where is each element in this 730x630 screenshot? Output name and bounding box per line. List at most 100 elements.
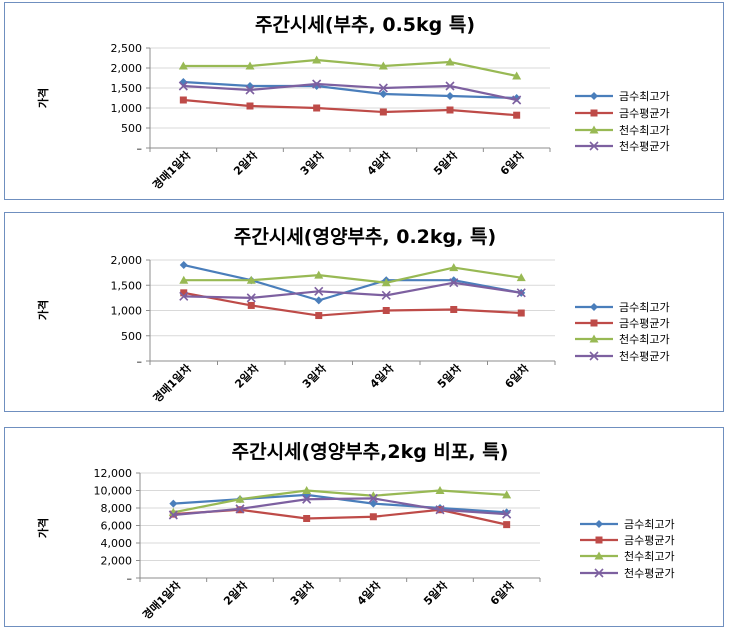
y-tick-label: 6,000: [101, 520, 133, 533]
x-tick-label: 4일차: [354, 578, 384, 608]
data-point: [379, 90, 388, 98]
legend-label: 금수평균가: [619, 317, 670, 330]
data-point: [245, 85, 255, 95]
data-point: [445, 81, 455, 91]
series-line: [173, 508, 507, 526]
legend-label: 천수평균가: [624, 566, 675, 580]
data-point: [178, 81, 188, 91]
series-2: [180, 289, 525, 320]
series-line: [183, 98, 517, 117]
data-point: [245, 61, 255, 70]
data-point: [246, 293, 256, 303]
data-point: [247, 301, 255, 309]
data-point: [513, 111, 521, 119]
data-point: [446, 92, 454, 100]
y-axis-label: 가격: [36, 518, 50, 538]
data-point: [516, 288, 526, 298]
legend-item: 금수평균가: [580, 534, 675, 547]
y-tick-label: –: [137, 355, 143, 368]
legend-item: 천수최고가: [575, 123, 670, 137]
data-point: [302, 486, 312, 494]
legend-marker: [590, 109, 598, 117]
y-tick-label: 12,000: [94, 467, 133, 480]
series-line: [183, 58, 517, 78]
data-point: [302, 494, 312, 504]
x-tick-label: 경매1일차: [150, 361, 195, 406]
chart-title: 주간시세(영양부추, 0.2kg, 특): [234, 226, 496, 248]
chart-panel-1: 주간시세(부추, 0.5kg 특) 가격 – 500 1,000 1,500 2,000 2,…: [4, 2, 724, 200]
data-point: [512, 94, 521, 102]
data-point: [445, 57, 455, 66]
data-point: [382, 307, 390, 314]
legend-marker: [590, 92, 598, 100]
data-point: [246, 102, 254, 110]
legend-label: 금수평균가: [619, 107, 670, 120]
y-tick-label: 10,000: [94, 485, 133, 498]
y-tick-label: 500: [121, 330, 142, 343]
data-point: [312, 55, 322, 64]
series-4: [178, 79, 522, 105]
legend-label: 천수최고가: [619, 123, 670, 137]
series-line: [183, 291, 522, 317]
data-point: [369, 499, 378, 508]
data-point: [449, 263, 459, 272]
data-point: [179, 78, 188, 86]
legend-item: 천수평균가: [580, 566, 675, 580]
data-point: [179, 291, 189, 301]
data-point: [314, 286, 324, 296]
x-tick-label: 2일차: [230, 148, 260, 178]
data-point: [435, 486, 445, 494]
y-tick-label: 500: [121, 122, 142, 135]
data-point: [303, 515, 311, 522]
data-point: [368, 493, 378, 503]
legend-marker: [594, 568, 604, 578]
y-axis-label: 가격: [36, 88, 50, 108]
data-point: [178, 61, 188, 70]
y-tick-label: 2,000: [101, 555, 133, 568]
series-4: [168, 493, 512, 520]
data-point: [378, 61, 388, 70]
x-tick-label: 2일차: [220, 578, 250, 608]
chart-2: 주간시세(영양부추, 0.2kg, 특) 가격 – 500 1,000 1,500 2,00…: [36, 226, 670, 406]
y-tick-label: 1,500: [111, 279, 143, 292]
data-point: [168, 510, 178, 520]
legend-label: 천수평균가: [619, 139, 670, 153]
y-tick-label: 2,000: [111, 62, 143, 75]
data-point: [502, 490, 512, 499]
x-tick-label: 3일차: [297, 148, 327, 178]
data-point: [179, 96, 187, 104]
legend-label: 천수최고가: [619, 332, 670, 346]
data-point: [314, 270, 324, 279]
legend-marker: [595, 520, 603, 528]
x-tick-label: 5일차: [430, 148, 460, 178]
legend-item: 금수최고가: [575, 90, 670, 103]
y-tick-label: –: [137, 142, 143, 155]
data-point: [246, 275, 256, 284]
x-tick-label: 6일차: [497, 148, 527, 178]
data-point: [180, 289, 188, 297]
legend-label: 금수최고가: [619, 301, 670, 314]
y-tick-label: 1,000: [111, 305, 143, 318]
data-point: [446, 106, 454, 114]
y-tick-label: –: [127, 572, 133, 585]
data-point: [313, 104, 321, 112]
legend-item: 천수최고가: [580, 549, 675, 563]
series-4: [179, 278, 526, 303]
x-tick-label: 3일차: [287, 578, 317, 608]
x-tick-label: 5일차: [420, 578, 450, 608]
data-point: [179, 275, 189, 284]
x-tick-label: 5일차: [434, 361, 464, 391]
series-line: [183, 80, 517, 100]
chart-1: 주간시세(부추, 0.5kg 특) 가격 – 500 1,000 1,500 2,000 2,…: [36, 14, 670, 192]
legend-marker: [594, 551, 604, 560]
x-tick-label: 6일차: [487, 578, 517, 608]
legend-label: 금수평균가: [624, 534, 675, 547]
data-point: [379, 108, 387, 116]
y-tick-label: 1,000: [111, 102, 143, 115]
legend-item: 금수최고가: [580, 518, 675, 531]
data-point: [235, 504, 245, 514]
series-line: [183, 263, 522, 302]
x-tick-label: 3일차: [299, 361, 329, 391]
chart-panel-2: 주간시세(영양부추, 0.2kg, 특) 가격 – 500 1,000 1,500 2,00…: [4, 212, 724, 412]
data-point: [314, 296, 323, 305]
